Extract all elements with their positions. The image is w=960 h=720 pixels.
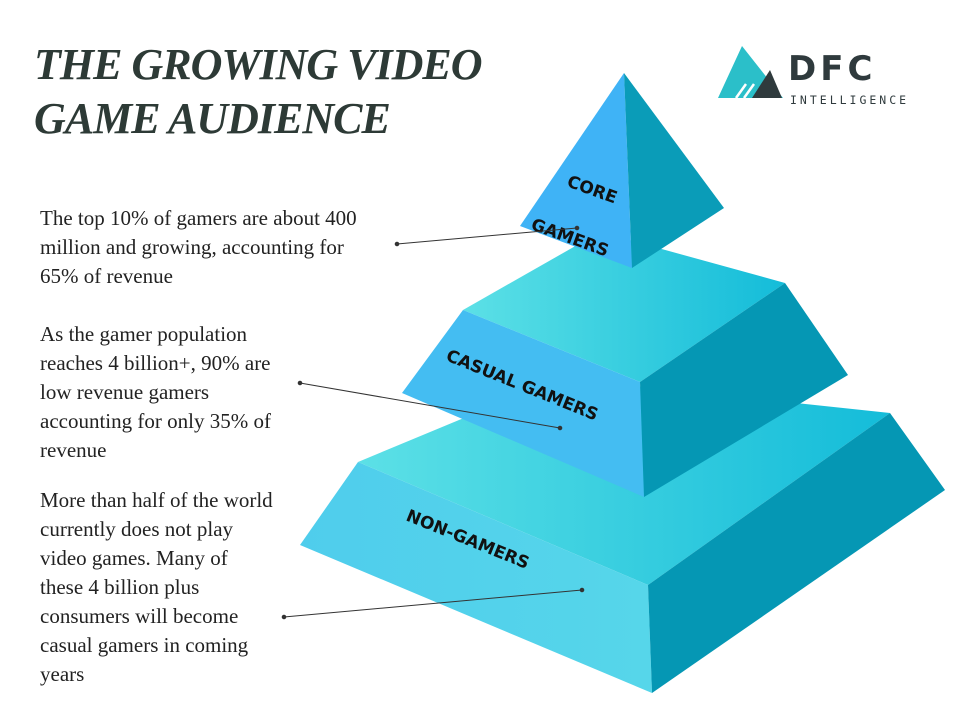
connector-dot [579, 587, 585, 593]
desc-line: consumers will become [40, 604, 239, 628]
dfc-intelligence-logo: DFC INTELLIGENCE [718, 46, 909, 107]
page-title: THE GROWING VIDEO GAME AUDIENCE [34, 38, 483, 146]
desc-line: 65% of revenue [40, 264, 173, 288]
connector-dot [557, 425, 563, 431]
desc-line: low revenue gamers [40, 380, 210, 404]
connector-dot [281, 614, 287, 620]
desc-line: reaches 4 billion+, 90% are [40, 351, 271, 375]
tier-casual-gamers [402, 232, 848, 497]
tier-front-face [300, 462, 652, 693]
logo-triangle-dark [752, 70, 782, 98]
desc-line: accounting for only 35% of [40, 409, 271, 433]
casual-gamers-description: As the gamer population reaches 4 billio… [40, 320, 271, 465]
connector-dot [394, 241, 400, 247]
desc-line: million and growing, accounting for [40, 235, 344, 259]
connector-dot [297, 380, 303, 386]
connector-dot [574, 225, 580, 231]
tier-side-face [648, 413, 945, 693]
desc-line: video games. Many of [40, 546, 228, 570]
tier-front-face [520, 73, 632, 268]
core-gamers-description: The top 10% of gamers are about 400 mill… [40, 204, 357, 291]
desc-line: years [40, 662, 85, 686]
tier-side-face [640, 283, 848, 497]
logo-name: DFC [788, 49, 876, 89]
title-line: GAME AUDIENCE [34, 94, 391, 143]
desc-line: More than half of the world [40, 488, 273, 512]
title-line: THE GROWING VIDEO [34, 40, 483, 89]
desc-line: these 4 billion plus [40, 575, 200, 599]
connector-lines [281, 225, 585, 620]
connector-line [299, 382, 561, 429]
tier-side-face [624, 73, 724, 268]
desc-line: casual gamers in coming [40, 633, 249, 657]
desc-line: The top 10% of gamers are about 400 [40, 206, 357, 230]
connector-line [283, 589, 583, 618]
desc-line: revenue [40, 438, 107, 462]
logo-sub: INTELLIGENCE [790, 93, 909, 107]
non-gamers-description: More than half of the world currently do… [40, 486, 273, 689]
desc-line: currently does not play [40, 517, 234, 541]
connector-line [396, 227, 578, 245]
tier-core-gamers [520, 73, 724, 268]
desc-line: As the gamer population [40, 322, 248, 346]
tier-top-face [463, 232, 785, 382]
tier-front-face [402, 310, 644, 497]
